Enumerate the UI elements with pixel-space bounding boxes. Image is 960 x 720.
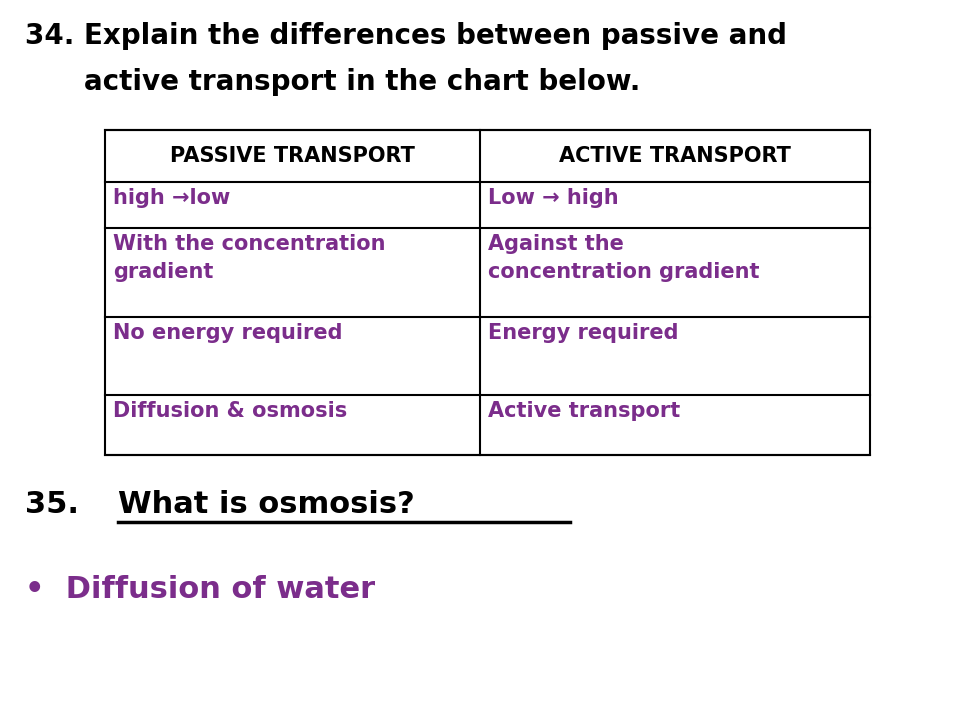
Text: PASSIVE TRANSPORT: PASSIVE TRANSPORT bbox=[170, 146, 415, 166]
Text: ACTIVE TRANSPORT: ACTIVE TRANSPORT bbox=[559, 146, 791, 166]
Text: 34. Explain the differences between passive and: 34. Explain the differences between pass… bbox=[25, 22, 787, 50]
Text: active transport in the chart below.: active transport in the chart below. bbox=[55, 68, 640, 96]
Text: 35.: 35. bbox=[25, 490, 89, 519]
Text: Active transport: Active transport bbox=[488, 401, 681, 421]
Text: Energy required: Energy required bbox=[488, 323, 679, 343]
Text: high →low: high →low bbox=[113, 188, 230, 208]
Text: With the concentration
gradient: With the concentration gradient bbox=[113, 234, 386, 282]
Text: No energy required: No energy required bbox=[113, 323, 343, 343]
Text: •  Diffusion of water: • Diffusion of water bbox=[25, 575, 375, 604]
Text: Diffusion & osmosis: Diffusion & osmosis bbox=[113, 401, 348, 421]
Text: What is osmosis?: What is osmosis? bbox=[118, 490, 415, 519]
Text: Low → high: Low → high bbox=[488, 188, 618, 208]
Text: Against the
concentration gradient: Against the concentration gradient bbox=[488, 234, 759, 282]
Bar bbox=[105, 130, 870, 455]
